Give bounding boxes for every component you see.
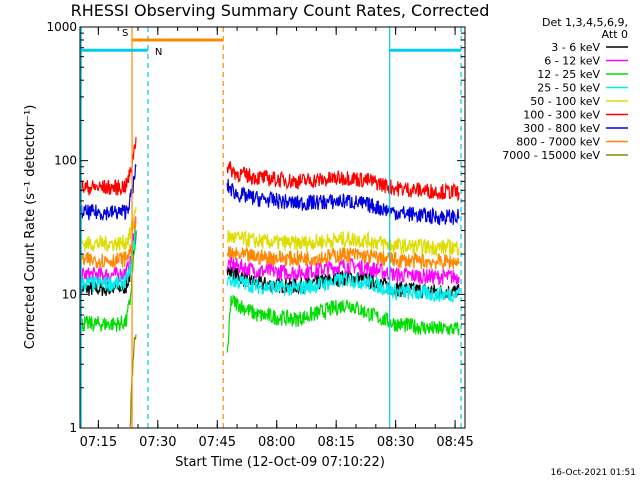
legend-label-800-7000-kev: 800 - 7000 keV [516, 136, 600, 149]
legend-label-6-12-kev: 6 - 12 keV [544, 55, 600, 68]
chart-title: RHESSI Observing Summary Count Rates, Co… [71, 1, 490, 20]
x-tick-label: 07:15 [80, 435, 117, 450]
series-line-50-100-kev [79, 206, 137, 253]
series-line-12-25-kev [226, 295, 460, 353]
legend-label-300-800-kev: 300 - 800 keV [523, 122, 600, 135]
series-line-300-800-kev [79, 164, 137, 222]
x-tick-label: 07:30 [139, 435, 176, 450]
x-tick-label: 08:45 [436, 435, 473, 450]
observing-markers: SN [80, 27, 462, 428]
series-line-25-50-kev [79, 224, 137, 293]
x-axis-label: Start Time (12-Oct-09 07:10:22) [175, 455, 385, 470]
marker-label-s: S [122, 28, 128, 39]
series-line-12-25-kev [79, 230, 137, 333]
y-tick-label: 10 [62, 287, 77, 301]
x-tick-label: 08:00 [258, 435, 295, 450]
series-lines [79, 137, 460, 428]
x-tick-label: 08:30 [377, 435, 414, 450]
legend-header-detectors: Det 1,3,4,5,6,9, [542, 16, 628, 29]
x-tick-label: 08:15 [317, 435, 354, 450]
legend-label-7000-15000-kev: 7000 - 15000 keV [502, 149, 600, 162]
series-line-100-300-kev [226, 161, 460, 202]
y-tick-label: 1000 [46, 20, 77, 34]
legend-header-attenuator: Att 0 [602, 28, 628, 41]
series-line-300-800-kev [226, 178, 460, 226]
series-line-800-7000-kev [79, 216, 137, 269]
axes: 1 10 100 1000 07:15 07:30 07:45 08:00 08:15 08:30… [46, 20, 473, 450]
series-line-100-300-kev [79, 137, 137, 196]
legend-label-3-6-kev: 3 - 6 keV [551, 41, 600, 54]
legend-label-100-300-kev: 100 - 300 keV [523, 109, 600, 122]
series-line-6-12-kev [226, 254, 460, 285]
legend-label-25-50-kev: 25 - 50 keV [537, 82, 600, 95]
series-line-800-7000-kev [226, 245, 460, 270]
y-axis-label: Corrected Count Rate (s⁻¹ detector⁻¹) [23, 105, 38, 350]
series-line-50-100-kev [226, 229, 460, 258]
marker-label-n: N [155, 47, 162, 58]
series-line-25-50-kev [226, 271, 460, 303]
y-tick-label: 100 [54, 154, 77, 168]
x-tick-label: 07:45 [199, 435, 236, 450]
y-tick-label: 1 [69, 421, 77, 435]
legend-label-12-25-kev: 12 - 25 keV [537, 68, 600, 81]
plot-frame [79, 26, 466, 429]
series-line-7000-15000-kev [129, 334, 137, 428]
footer-timestamp: 16-Oct-2021 01:51 [551, 468, 636, 478]
legend-label-50-100-kev: 50 - 100 keV [530, 95, 600, 108]
